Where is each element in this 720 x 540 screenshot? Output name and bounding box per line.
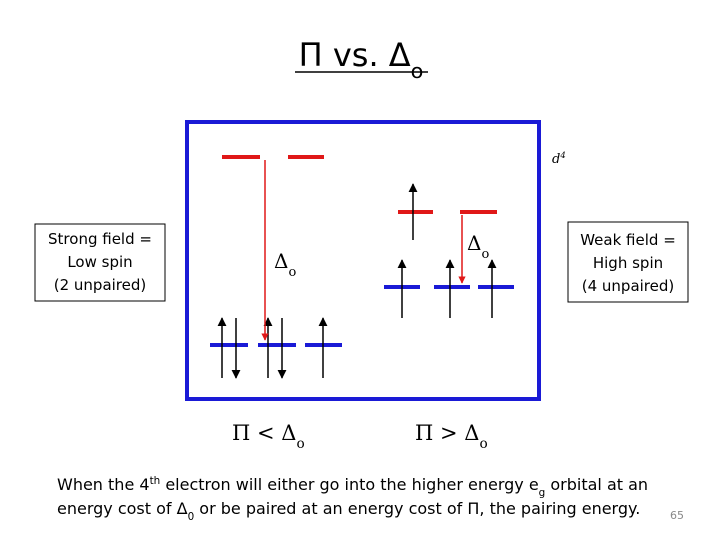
supscript: 4 [559,150,565,160]
config-label: d4 [552,150,566,167]
weak-field-text: Weak field = [580,231,676,249]
subscript: o [288,265,296,280]
text-run: Δ [274,249,288,273]
high-spin-diagram [384,183,514,318]
strong-field-text: Low spin [67,253,132,271]
text-run: Π > Δ [415,421,479,445]
caption-line: When the 4th electron will either go int… [57,475,648,499]
subscript: o [296,436,304,452]
text-run: Δ [467,231,481,255]
strong-field-text: (2 unpaired) [54,276,147,294]
subscript: o [411,59,424,83]
caption-line: energy cost of Δ0 or be paired at an ene… [57,499,640,523]
weak-field-text: High spin [593,254,663,272]
supscript: th [150,475,161,487]
text-run: electron will either go into the higher … [160,475,538,494]
subscript: 0 [188,511,195,523]
comparison: Π < Δo [232,421,305,452]
text-run: d [552,152,560,167]
comparison: Π > Δo [415,421,488,452]
subscript: o [479,436,487,452]
page-number: 65 [670,509,684,522]
low-spin-diagram [210,155,342,379]
weak-field-box [567,221,689,303]
strong-field-text: Strong field = [48,230,152,248]
text-run: Π < Δ [232,421,296,445]
text-run: Π vs. Δ [299,36,411,74]
text-run: When the 4 [57,475,150,494]
delta-label: Δo [467,231,489,262]
slide-title: Π vs. Δo [299,36,424,83]
text-run: energy cost of Δ [57,499,188,518]
strong-field-box [34,223,166,302]
subscript: g [539,487,546,499]
diagram-frame [185,120,541,401]
subscript: o [481,247,489,262]
text-run: or be paired at an energy cost of Π, the… [194,499,640,518]
weak-field-text: (4 unpaired) [582,277,675,295]
text-run: orbital at an [545,475,648,494]
delta-label: Δo [274,249,296,280]
